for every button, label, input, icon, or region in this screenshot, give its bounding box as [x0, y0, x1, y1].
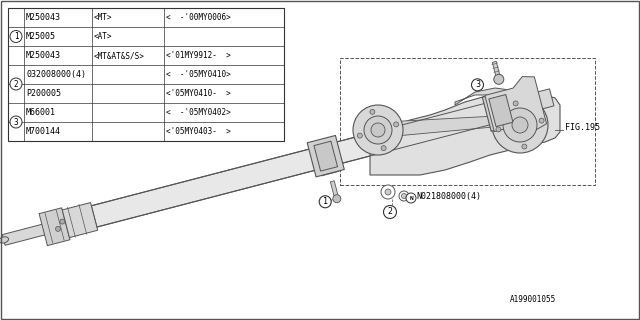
Circle shape [10, 78, 22, 90]
Polygon shape [39, 208, 70, 246]
Text: 1: 1 [13, 32, 19, 41]
Circle shape [370, 109, 375, 114]
Text: N021808000(4): N021808000(4) [416, 192, 481, 201]
Polygon shape [489, 94, 513, 127]
Text: 2: 2 [387, 207, 392, 217]
Polygon shape [455, 88, 510, 105]
Circle shape [319, 196, 332, 208]
Circle shape [401, 194, 406, 198]
Circle shape [503, 108, 537, 142]
Circle shape [381, 185, 395, 199]
Polygon shape [485, 76, 547, 132]
Polygon shape [316, 153, 339, 176]
Text: <'05MY0403-  >: <'05MY0403- > [166, 127, 231, 136]
Text: <  -'05MY0402>: < -'05MY0402> [166, 108, 231, 117]
Text: 2: 2 [13, 79, 19, 89]
Text: M700144: M700144 [26, 127, 61, 136]
Polygon shape [92, 146, 328, 227]
Text: M250043: M250043 [26, 13, 61, 22]
Polygon shape [62, 203, 98, 238]
Text: FRONT: FRONT [72, 99, 101, 109]
Text: <  -'05MY0410>: < -'05MY0410> [166, 70, 231, 79]
Polygon shape [330, 181, 338, 196]
Ellipse shape [0, 237, 8, 243]
Text: P200005: P200005 [26, 89, 61, 98]
Circle shape [56, 226, 61, 231]
Text: <AT>: <AT> [94, 32, 113, 41]
Polygon shape [3, 223, 51, 245]
Text: <MT&AT&S/S>: <MT&AT&S/S> [94, 51, 145, 60]
Text: M66001: M66001 [26, 108, 56, 117]
Circle shape [472, 79, 483, 91]
Circle shape [492, 97, 548, 153]
Circle shape [522, 144, 527, 149]
Text: 27111: 27111 [195, 97, 225, 107]
Polygon shape [307, 135, 344, 177]
Circle shape [10, 116, 22, 128]
Circle shape [353, 105, 403, 155]
Text: M250043: M250043 [26, 51, 61, 60]
Circle shape [357, 133, 362, 138]
Polygon shape [314, 141, 337, 171]
Circle shape [539, 118, 544, 123]
Text: 3: 3 [475, 80, 480, 89]
Polygon shape [492, 61, 500, 80]
Text: FIG.195: FIG.195 [565, 123, 600, 132]
Text: <'05MY0410-  >: <'05MY0410- > [166, 89, 231, 98]
Circle shape [60, 219, 65, 224]
Polygon shape [385, 115, 515, 137]
Circle shape [394, 122, 399, 127]
Text: M25005: M25005 [26, 32, 56, 41]
Text: <  -'00MY0006>: < -'00MY0006> [166, 13, 231, 22]
Circle shape [381, 146, 386, 151]
Circle shape [385, 189, 391, 195]
Polygon shape [483, 90, 520, 131]
Text: A199001055: A199001055 [510, 295, 556, 304]
Polygon shape [510, 89, 554, 116]
Polygon shape [370, 92, 560, 175]
Circle shape [399, 191, 409, 201]
Circle shape [406, 193, 416, 203]
Text: 032008000(4): 032008000(4) [26, 70, 86, 79]
Circle shape [364, 116, 392, 144]
Text: <MT>: <MT> [94, 13, 113, 22]
Circle shape [371, 123, 385, 137]
Circle shape [383, 205, 397, 219]
Circle shape [10, 30, 22, 43]
Text: 3: 3 [13, 117, 19, 126]
Circle shape [513, 101, 518, 106]
Text: N: N [409, 196, 413, 201]
Circle shape [333, 195, 341, 203]
Circle shape [496, 127, 501, 132]
Polygon shape [323, 97, 515, 167]
Text: <'01MY9912-  >: <'01MY9912- > [166, 51, 231, 60]
Circle shape [512, 117, 528, 133]
Bar [8, 8, 284, 141]
Text: 1: 1 [323, 197, 328, 206]
Circle shape [494, 74, 504, 84]
